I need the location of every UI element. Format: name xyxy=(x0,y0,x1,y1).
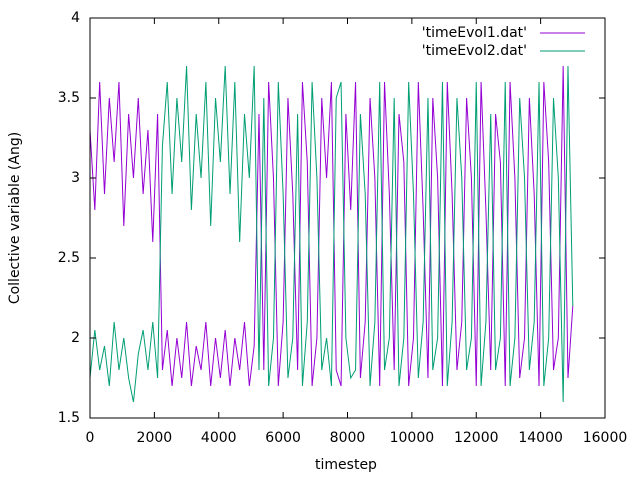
y-tick-label: 3 xyxy=(71,170,80,186)
x-tick-label: 12000 xyxy=(454,430,499,446)
x-tick-label: 10000 xyxy=(390,430,435,446)
x-tick-label: 16000 xyxy=(583,430,628,446)
x-tick-label: 8000 xyxy=(330,430,366,446)
series-line xyxy=(89,65,574,387)
x-axis-label: timestep xyxy=(315,457,377,473)
x-tick-label: 14000 xyxy=(518,430,563,446)
y-tick-label: 2 xyxy=(71,330,80,346)
x-tick-label: 2000 xyxy=(137,430,173,446)
x-tick-label: 6000 xyxy=(265,430,301,446)
y-tick-label: 4 xyxy=(71,10,80,26)
x-tick-label: 4000 xyxy=(201,430,237,446)
legend-label: 'timeEvol1.dat' xyxy=(422,25,527,41)
y-tick-label: 3.5 xyxy=(58,90,80,106)
series-line xyxy=(89,65,574,403)
y-tick-label: 1.5 xyxy=(58,410,80,426)
plot-frame xyxy=(89,17,606,419)
y-axis-label: Collective variable (Ang) xyxy=(7,132,23,304)
x-tick-label: 0 xyxy=(86,430,95,446)
legend-label: 'timeEvol2.dat' xyxy=(422,43,527,59)
y-tick-label: 2.5 xyxy=(58,250,80,266)
